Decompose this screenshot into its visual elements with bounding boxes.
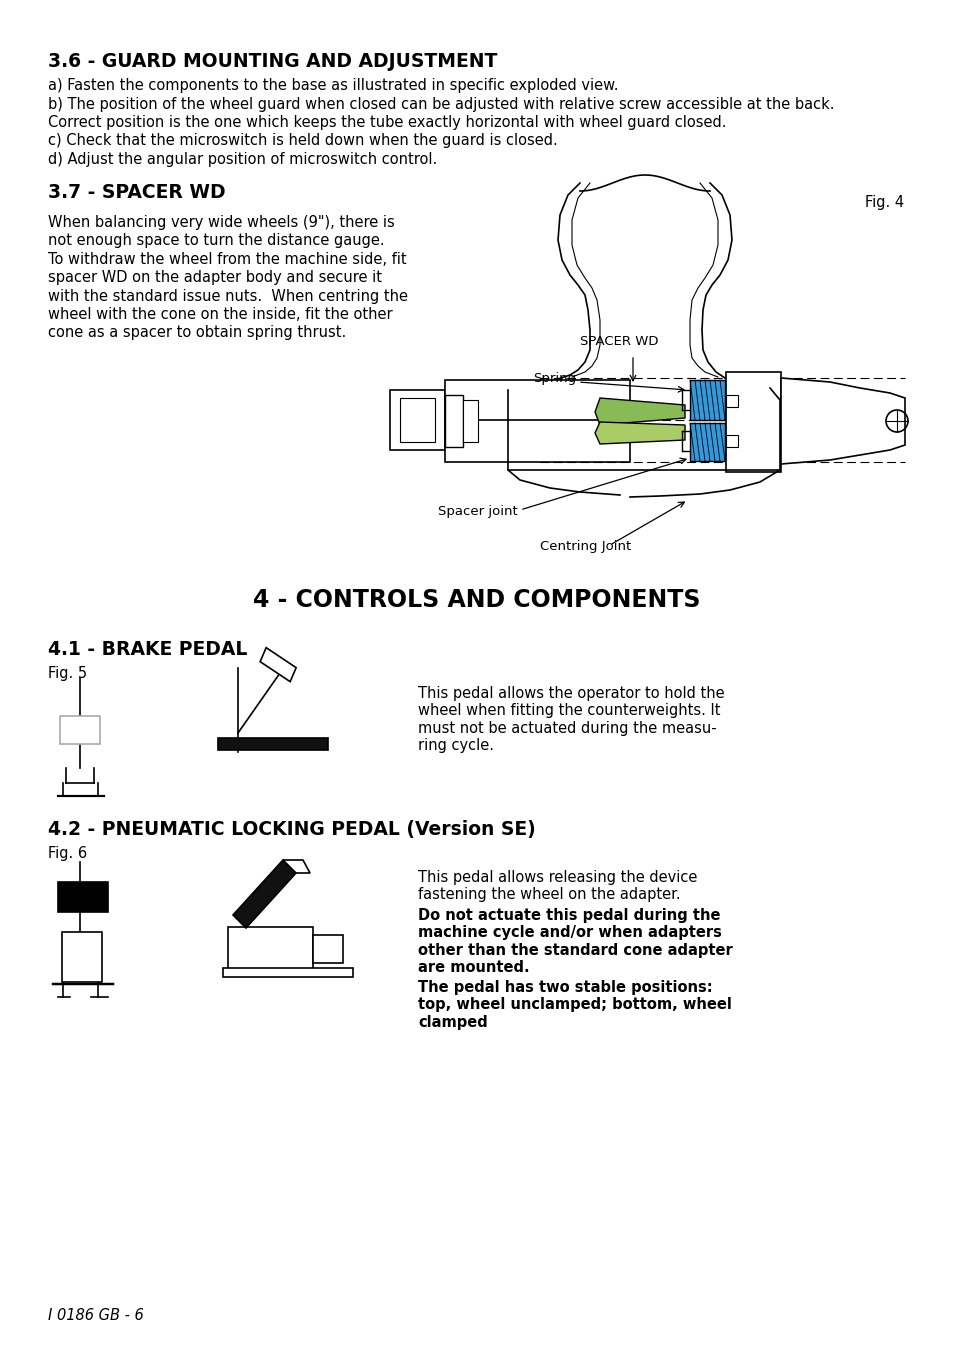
Text: Centring Joint: Centring Joint [539,540,631,553]
Text: not enough space to turn the distance gauge.: not enough space to turn the distance ga… [48,232,384,249]
Bar [399,399,435,442]
Bar [725,394,738,407]
Text: SPACER WD: SPACER WD [579,335,658,349]
Polygon shape [233,861,295,928]
Bar [58,882,108,912]
Text: This pedal allows releasing the device
fastening the wheel on the adapter.: This pedal allows releasing the device f… [417,870,697,902]
Text: 3.6 - GUARD MOUNTING AND ADJUSTMENT: 3.6 - GUARD MOUNTING AND ADJUSTMENT [48,51,497,72]
Bar [223,969,353,977]
Polygon shape [260,647,295,682]
Bar [313,935,343,963]
Bar [689,423,724,461]
Text: 4 - CONTROLS AND COMPONENTS: 4 - CONTROLS AND COMPONENTS [253,588,700,612]
Bar [462,400,477,442]
Text: I 0186 GB - 6: I 0186 GB - 6 [48,1308,144,1323]
Text: 4.1 - BRAKE PEDAL: 4.1 - BRAKE PEDAL [48,640,247,659]
Text: Do not actuate this pedal during the
machine cycle and/or when adapters
other th: Do not actuate this pedal during the mac… [417,908,732,975]
Text: spacer WD on the adapter body and secure it: spacer WD on the adapter body and secure… [48,270,381,285]
Text: 3.7 - SPACER WD: 3.7 - SPACER WD [48,182,226,201]
Polygon shape [781,378,904,463]
Text: with the standard issue nuts.  When centring the: with the standard issue nuts. When centr… [48,289,408,304]
Bar [444,394,462,447]
Polygon shape [595,422,684,444]
Text: c) Check that the microswitch is held down when the guard is closed.: c) Check that the microswitch is held do… [48,134,558,149]
Text: When balancing very wide wheels (9"), there is: When balancing very wide wheels (9"), th… [48,215,395,230]
Polygon shape [595,399,684,426]
Polygon shape [283,861,310,873]
Text: To withdraw the wheel from the machine side, fit: To withdraw the wheel from the machine s… [48,251,406,266]
Text: This pedal allows the operator to hold the
wheel when fitting the counterweights: This pedal allows the operator to hold t… [417,686,724,754]
Bar [725,372,781,471]
Text: Fig. 5: Fig. 5 [48,666,87,681]
Text: d) Adjust the angular position of microswitch control.: d) Adjust the angular position of micros… [48,153,436,168]
Bar [218,738,328,750]
Text: 4.2 - PNEUMATIC LOCKING PEDAL (Version SE): 4.2 - PNEUMATIC LOCKING PEDAL (Version S… [48,820,536,839]
Text: The pedal has two stable positions:
top, wheel unclamped; bottom, wheel
clamped: The pedal has two stable positions: top,… [417,979,731,1029]
Text: Spacer joint: Spacer joint [437,505,517,517]
Bar [228,927,313,969]
Text: a) Fasten the components to the base as illustrated in specific exploded view.: a) Fasten the components to the base as … [48,78,618,93]
Bar [444,380,629,422]
Text: Spring: Spring [533,372,576,385]
Bar [689,380,724,420]
Text: cone as a spacer to obtain spring thrust.: cone as a spacer to obtain spring thrust… [48,326,346,340]
Text: wheel with the cone on the inside, fit the other: wheel with the cone on the inside, fit t… [48,307,393,322]
Bar [444,420,629,462]
Bar [60,716,100,744]
Bar [390,390,444,450]
Bar [725,435,738,447]
Bar [62,932,102,982]
Text: Correct position is the one which keeps the tube exactly horizontal with wheel g: Correct position is the one which keeps … [48,115,726,130]
Text: Fig. 6: Fig. 6 [48,846,87,861]
Text: Fig. 4: Fig. 4 [864,195,903,209]
Text: b) The position of the wheel guard when closed can be adjusted with relative scr: b) The position of the wheel guard when … [48,96,834,112]
